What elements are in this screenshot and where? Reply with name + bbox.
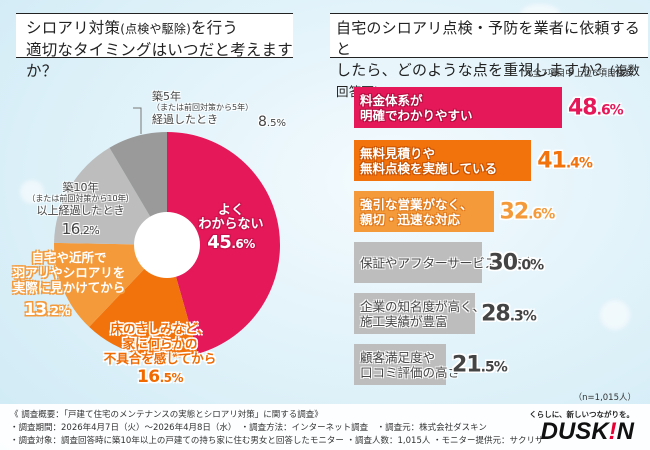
pie-label-text: 床のきしみなど、 bbox=[110, 321, 210, 336]
pie-label-text: 不具合を感じてから bbox=[103, 351, 217, 366]
bar-value: 41.4% bbox=[537, 148, 593, 173]
pie-label-text: 実際に見かけてから bbox=[12, 280, 126, 295]
bar: 保証やアフターサービスの充実 30.0% bbox=[354, 242, 544, 283]
pie-value: 45.6% bbox=[207, 232, 255, 253]
bar-label: 無料見積りや 無料点検を実施している bbox=[360, 145, 498, 176]
left-chart-title: シロアリ対策(点検や駆除)を行う 適切なタイミングはいつだと考えますか？ bbox=[16, 13, 293, 80]
bar-value: 21.5% bbox=[452, 352, 508, 377]
pie-label-text: （または前回対策から10年） bbox=[27, 194, 134, 203]
bar-label: 保証やアフターサービスの充実 bbox=[360, 255, 535, 270]
bar: 料金体系が 明確でわかりやすい 48.6% bbox=[354, 87, 624, 128]
pie-label-text: （または前回対策から5年） bbox=[152, 103, 254, 112]
survey-footer: 《 調査概要：「戸建て住宅のメンテナンスの実態とシロアリ対策」に関する調査》 ・… bbox=[0, 404, 650, 450]
donut-chart bbox=[53, 107, 281, 358]
background-sparkle bbox=[20, 180, 44, 204]
right-chart-title: 自宅のシロアリ点検・予防を業者に依頼すると したら、どのような点を重視しますか？… bbox=[330, 13, 648, 99]
pie-label-text: 築5年 bbox=[152, 90, 181, 103]
donut-hole bbox=[134, 212, 200, 278]
survey-period-method: ・調査期間：2026年4月7日（火）～2026年4月8日（水） ・調査方法：イン… bbox=[10, 423, 487, 433]
bar-value: 32.6% bbox=[499, 199, 556, 224]
bar: 無料見積りや 無料点検を実施している 41.4% bbox=[354, 140, 593, 181]
pie-value: 16.2% bbox=[61, 220, 100, 238]
bar-label: 料金体系が 明確でわかりやすい bbox=[360, 92, 473, 123]
pie-label-text: わからない bbox=[198, 217, 264, 232]
title-text: したら、どのような点を重視しますか？ bbox=[336, 61, 610, 79]
bar: 企業の知名度が高く、 施工実績が豊富 28.3% bbox=[354, 293, 537, 334]
pie-value: 8.5% bbox=[258, 114, 286, 130]
title-text: 適切なタイミングはいつだと考えますか？ bbox=[26, 41, 293, 80]
background-sparkle bbox=[600, 300, 630, 330]
pie-slice-3 bbox=[54, 147, 167, 245]
title-paren-text: (点検や駆除) bbox=[120, 22, 191, 36]
survey-summary-title: 《 調査概要：「戸建て住宅のメンテナンスの実態とシロアリ対策」に関する調査》 bbox=[10, 410, 323, 420]
bar-value: 48.6% bbox=[568, 95, 624, 120]
pie-label-5-years: 築5年 （または前回対策から5年） 経過したとき bbox=[152, 90, 253, 126]
bar-label: 顧客満足度や 口コミ評価の高さ bbox=[360, 349, 461, 380]
brand-name: DUSK!N bbox=[540, 418, 634, 445]
pie-label-text: 築10年 bbox=[62, 181, 99, 194]
leader-line bbox=[133, 107, 142, 134]
pie-label-text: 羽アリやシロアリを bbox=[12, 265, 126, 280]
pie-label-text: 自宅や近所で bbox=[31, 250, 107, 265]
pie-label-unknown: よく わからない 45.6% bbox=[195, 203, 267, 253]
pie-value: 16.5% bbox=[136, 367, 184, 387]
pie-label-text: 家に何らかの bbox=[122, 336, 198, 351]
duskin-logo: くらしに、新しいつながりを。 DUSK!N bbox=[529, 409, 634, 444]
pie-label-seen-termites: 自宅や近所で 羽アリやシロアリを 実際に見かけてから 13.2% bbox=[6, 250, 132, 319]
pie-label-text: よく bbox=[217, 203, 244, 218]
extract-note: ※全7項目中上位6項目抜粋 bbox=[525, 69, 634, 79]
bar-value: 30.0% bbox=[488, 250, 544, 275]
pie-slice-2 bbox=[53, 242, 167, 327]
pie-slice-0 bbox=[167, 132, 281, 354]
logo-tagline: くらしに、新しいつながりを。 bbox=[529, 410, 634, 419]
pie-label-house-defect: 床のきしみなど、 家に何らかの 不具合を感じてから 16.5% bbox=[90, 321, 230, 386]
pie-label-text: 経過したとき bbox=[152, 113, 218, 126]
bar-label: 企業の知名度が高く、 施工実績が豊富 bbox=[360, 298, 486, 329]
title-text: を行う bbox=[190, 19, 239, 37]
bar-value: 28.3% bbox=[481, 301, 537, 326]
pie-label-text: 以上経過したとき bbox=[36, 204, 125, 217]
pie-label-10-years: 築10年 （または前回対策から10年） 以上経過したとき 16.2% bbox=[18, 181, 143, 237]
survey-target: ・調査対象：調査回答時に築10年以上の戸建ての持ち家に住む男女と回答したモニター… bbox=[10, 436, 544, 446]
pie-value: 13.2% bbox=[23, 300, 71, 320]
bar-label: 強引な営業がなく、 親切・迅速な対応 bbox=[360, 196, 473, 227]
title-text: シロアリ対策 bbox=[26, 19, 121, 37]
sample-size-note: （n=1,015人） bbox=[573, 393, 636, 403]
bar: 強引な営業がなく、 親切・迅速な対応 32.6% bbox=[354, 191, 555, 232]
title-text: 自宅のシロアリ点検・予防を業者に依頼すると bbox=[336, 19, 641, 58]
bar: 顧客満足度や 口コミ評価の高さ 21.5% bbox=[354, 344, 508, 385]
